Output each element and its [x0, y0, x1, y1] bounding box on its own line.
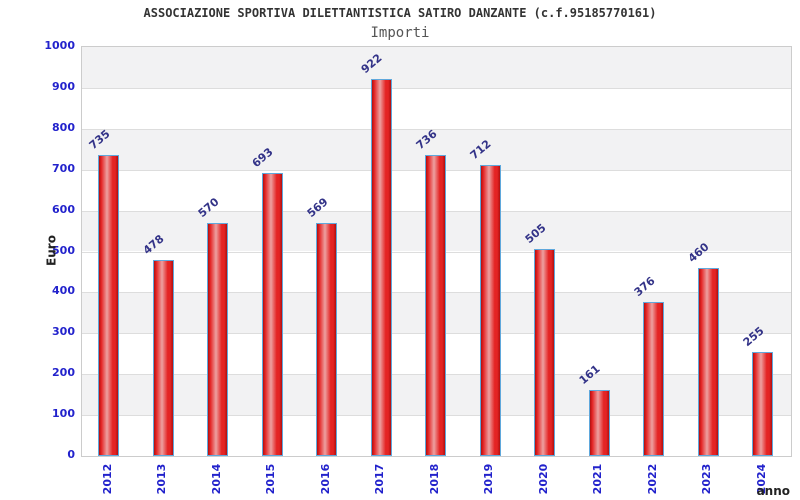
bar-2021 [588, 390, 610, 456]
bar-2012 [98, 155, 119, 456]
y-tick-label: 300 [52, 325, 75, 339]
grid-band [82, 47, 791, 88]
y-axis-title: Euro [44, 235, 59, 266]
x-tick-label: 2013 [155, 463, 168, 495]
x-axis-title: anno [756, 484, 790, 498]
x-tick-label: 2014 [209, 463, 223, 495]
bar-2014 [207, 223, 228, 456]
y-tick-label: 100 [52, 407, 75, 421]
chart-subtitle: Importi [370, 25, 430, 41]
y-tick-label: 900 [52, 79, 75, 93]
y-tick-label: 0 [67, 448, 75, 461]
bar-2020 [534, 249, 555, 456]
x-tick-label: 2019 [482, 463, 495, 495]
grid-band [82, 87, 791, 129]
x-tick-label: 2017 [373, 463, 386, 495]
y-tick-label: 1000 [44, 39, 75, 52]
x-tick-label: 2020 [536, 463, 550, 495]
y-tick-label: 400 [52, 284, 75, 298]
y-tick-label: 200 [52, 366, 75, 380]
x-tick-label: 2012 [100, 463, 114, 495]
bar-2024 [752, 352, 773, 456]
y-tick-label: 600 [52, 202, 75, 216]
bar-2017 [370, 79, 392, 456]
x-tick-label: 2022 [645, 463, 659, 495]
y-tick-label: 700 [52, 161, 75, 175]
bar-2022 [643, 302, 664, 456]
x-tick-label: 2016 [318, 463, 332, 495]
y-tick-label: 800 [52, 120, 75, 134]
x-tick-label: 2015 [264, 463, 277, 495]
bar-2016 [316, 223, 337, 456]
chart-title: ASSOCIAZIONE SPORTIVA DILETTANTISTICA SA… [143, 6, 657, 20]
bar-2019 [479, 165, 501, 456]
y-tick-label: 500 [52, 243, 75, 257]
x-tick-label: 2018 [427, 463, 441, 495]
x-tick-label: 2023 [700, 463, 713, 495]
x-tick-label: 2021 [591, 463, 604, 495]
bar-2015 [261, 173, 283, 456]
bar-2023 [697, 268, 719, 456]
plot-area: 735 478 570 693 569 922 736 712 505 161 376 460 255 [81, 46, 792, 457]
bar-2013 [152, 260, 174, 456]
bar-2018 [425, 155, 446, 456]
